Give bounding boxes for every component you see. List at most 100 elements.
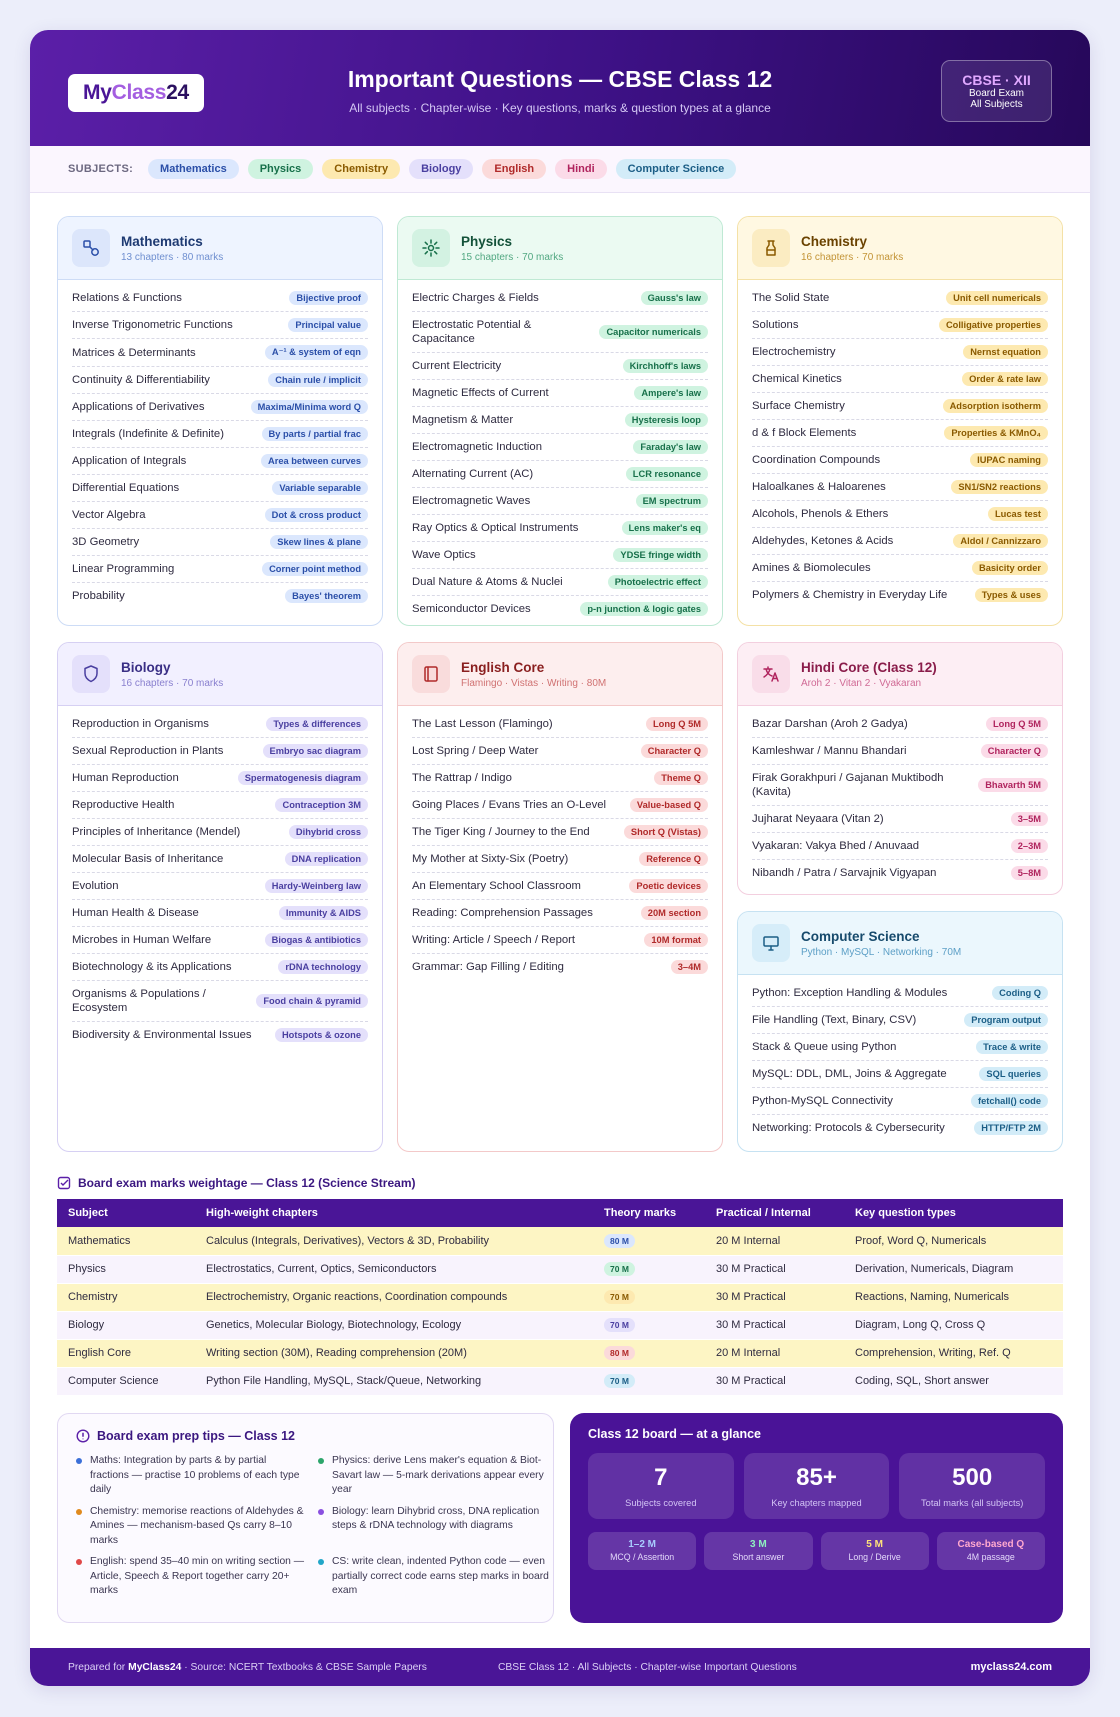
chapter-name: Principles of Inheritance (Mendel)	[72, 826, 241, 838]
question-tag: Photoelectric effect	[607, 575, 708, 589]
table-cell: Diagram, Long Q, Cross Q	[844, 1311, 1063, 1340]
table-header: Subject	[57, 1199, 195, 1227]
chapter-row: Going Places / Evans Tries an O-Level Val…	[412, 792, 708, 819]
chapter-name: Electromagnetic Induction	[412, 441, 542, 453]
card-rows: Electric Charges & Fields Gauss's law Elec…	[398, 280, 722, 622]
table-cell: 70 M	[593, 1311, 705, 1340]
chapter-name: Going Places / Evans Tries an O-Level	[412, 799, 607, 811]
subject-card: Mathematics 13 chapters · 80 marks Relatio…	[57, 216, 383, 626]
badge-line: Board Exam	[968, 88, 1025, 99]
type-card: 1–2 M MCQ / Assertion	[588, 1532, 697, 1570]
chapter-name: Biodiversity & Environmental Issues	[72, 1029, 252, 1041]
tips-title: Board exam prep tips — Class 12	[97, 1429, 295, 1443]
chapter-row: Differential Equations Variable separable	[72, 475, 368, 502]
chapter-name: Reproductive Health	[72, 799, 175, 811]
chapter-name: File Handling (Text, Binary, CSV)	[752, 1014, 917, 1026]
stat-card: 7 Subjects covered	[588, 1453, 734, 1519]
chapter-name: An Elementary School Classroom	[412, 880, 581, 892]
table-cell: Coding, SQL, Short answer	[844, 1367, 1063, 1396]
icon-glyph	[766, 240, 776, 256]
chapter-row: Vyakaran: Vakya Bhed / Anuvaad 2–3M	[752, 833, 1048, 860]
table-cell: 70 M	[593, 1255, 705, 1284]
chapter-name: Electrostatic Potential & Capacitance	[412, 319, 532, 345]
chapter-row: d & f Block Elements Properties & KMnO₄	[752, 420, 1048, 447]
tip-text: Chemistry: memorise reactions of Aldehyd…	[90, 1505, 304, 1546]
chapter-row: Electromagnetic Induction Faraday's law	[412, 434, 708, 461]
logo-part: Class	[111, 81, 167, 104]
chapter-name: Microbes in Human Welfare	[72, 934, 212, 946]
chapter-row: Python: Exception Handling & Modules Codi…	[752, 980, 1048, 1007]
tip-item: Chemistry: memorise reactions of Aldehyd…	[76, 1505, 308, 1549]
card-title: Hindi Core (Class 12)	[801, 659, 937, 675]
check-icon	[57, 1176, 71, 1190]
chapter-row: Human Reproduction Spermatogenesis diagra…	[72, 765, 368, 792]
footer-link[interactable]: myclass24.com	[970, 1661, 1052, 1673]
icon-glyph	[84, 665, 98, 683]
chapter-name: Probability	[72, 590, 125, 602]
question-tag: Aldol / Cannizzaro	[953, 534, 1048, 548]
glance-title: Class 12 board — at a glance	[588, 1427, 761, 1441]
question-tag: Chain rule / implicit	[268, 373, 368, 387]
tips-heading: Board exam prep tips — Class 12	[76, 1429, 535, 1443]
stats: 7 Subjects covered 85+ Key chapters mapped 5…	[588, 1453, 1046, 1519]
question-tag: 3–5M	[1010, 812, 1048, 826]
tip-item: Maths: Integration by parts & by partial…	[76, 1454, 308, 1498]
tip-bullet	[76, 1508, 82, 1515]
chapter-name: Lost Spring / Deep Water	[412, 745, 539, 757]
table-cell: Comprehension, Writing, Ref. Q	[844, 1339, 1063, 1368]
badge-title: CBSE · XII	[962, 72, 1031, 88]
question-tag: 10M format	[644, 933, 708, 947]
subject-pill: Computer Science	[615, 159, 737, 179]
question-tag: Kirchhoff's laws	[622, 359, 708, 373]
icon-glyph	[422, 239, 440, 257]
chapter-name: Alcohols, Phenols & Ethers	[752, 508, 889, 520]
question-tag: 5–8M	[1010, 866, 1048, 880]
table-title: Board exam marks weightage — Class 12 (S…	[78, 1176, 416, 1190]
question-tag: Short Q (Vistas)	[623, 825, 708, 839]
chapter-name: Kamleshwar / Mannu Bhandari	[752, 745, 907, 757]
marks-pill: 80 M	[604, 1346, 635, 1360]
type-label: MCQ / Assertion	[610, 1552, 675, 1562]
chapter-name: Solutions	[752, 319, 799, 331]
chapter-row: Electrochemistry Nernst equation	[752, 339, 1048, 366]
card-rows: The Solid State Unit cell numericals Solut…	[738, 280, 1062, 608]
card-header: Biology 16 chapters · 70 marks	[58, 643, 382, 706]
table-cell: 30 M Practical	[705, 1255, 844, 1284]
question-tag: YDSE fringe width	[613, 548, 708, 562]
question-tag: Lens maker's eq	[621, 521, 708, 535]
table-cell: Derivation, Numericals, Diagram	[844, 1255, 1063, 1284]
question-tag: SN1/SN2 reactions	[951, 480, 1048, 494]
logo-part: My	[83, 81, 112, 104]
chapter-row: Application of Integrals Area between cur…	[72, 448, 368, 475]
chapter-row: Principles of Inheritance (Mendel) Dihybr…	[72, 819, 368, 846]
question-tag: Variable separable	[272, 481, 368, 495]
page-subtitle: All subjects · Chapter-wise · Key questi…	[349, 101, 771, 115]
chapter-row: Python-MySQL Connectivity fetchall() code	[752, 1088, 1048, 1115]
card-title-wrap: Hindi Core (Class 12) Aroh 2 · Vitan 2 · …	[801, 660, 937, 689]
question-tag: Theme Q	[654, 771, 708, 785]
question-tag: Lucas test	[988, 507, 1048, 521]
tip-bullet	[318, 1508, 324, 1515]
chapter-name: Electric Charges & Fields	[412, 292, 539, 304]
table-header-row: Subject High-weight chapters Theory marks P…	[57, 1199, 1063, 1227]
table-cell: English Core	[57, 1339, 195, 1368]
marks-pill: 70 M	[604, 1318, 635, 1332]
chapter-name: Biotechnology & its Applications	[72, 961, 232, 973]
chapter-name: My Mother at Sixty-Six (Poetry)	[412, 853, 569, 865]
question-tag: Corner point method	[262, 562, 368, 576]
table-cell: Physics	[57, 1255, 195, 1284]
table-cell: 20 M Internal	[705, 1227, 844, 1256]
chapter-row: Kamleshwar / Mannu Bhandari Character Q	[752, 738, 1048, 765]
stat-value: 500	[952, 1464, 993, 1491]
card-title-wrap: Biology 16 chapters · 70 marks	[121, 660, 223, 689]
chapter-name: Inverse Trigonometric Functions	[72, 319, 233, 331]
chapter-row: Magnetism & Matter Hysteresis loop	[412, 407, 708, 434]
chapter-row: Reproductive Health Contraception 3M	[72, 792, 368, 819]
tip-item: CS: write clean, indented Python code — …	[318, 1555, 550, 1599]
chapter-name: Reading: Comprehension Passages	[412, 907, 593, 919]
chapter-row: The Tiger King / Journey to the End Short…	[412, 819, 708, 846]
chapter-name: Matrices & Determinants	[72, 346, 196, 359]
subject-pill: Biology	[409, 159, 474, 179]
tip-text: English: spend 35–40 min on writing sect…	[90, 1556, 305, 1596]
chapter-row: File Handling (Text, Binary, CSV) Program…	[752, 1007, 1048, 1034]
